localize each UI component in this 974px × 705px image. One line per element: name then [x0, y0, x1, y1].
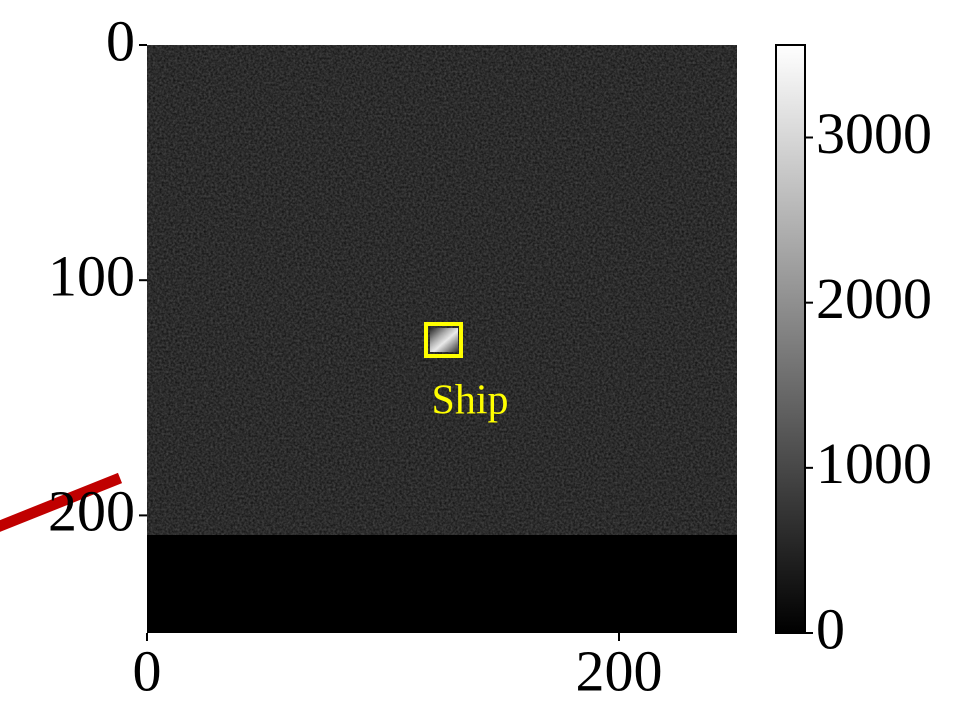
- y-tick-label: 0: [106, 8, 135, 73]
- colorbar: [776, 45, 805, 633]
- annotation-label: Ship: [431, 378, 508, 424]
- y-tick-label: 100: [48, 244, 135, 309]
- x-tick-label: 200: [576, 638, 663, 703]
- x-tick-label: 0: [133, 638, 162, 703]
- colorbar-tick-label: 2000: [816, 266, 932, 331]
- colorbar-tick-label: 3000: [816, 101, 932, 166]
- image-noise: [147, 45, 737, 535]
- chart: Ship 020001002000100020003000: [0, 0, 974, 705]
- colorbar-tick-label: 1000: [816, 431, 932, 496]
- ship-signature: [430, 328, 458, 352]
- y-tick-label: 200: [48, 479, 135, 544]
- colorbar-tick-label: 0: [816, 596, 845, 661]
